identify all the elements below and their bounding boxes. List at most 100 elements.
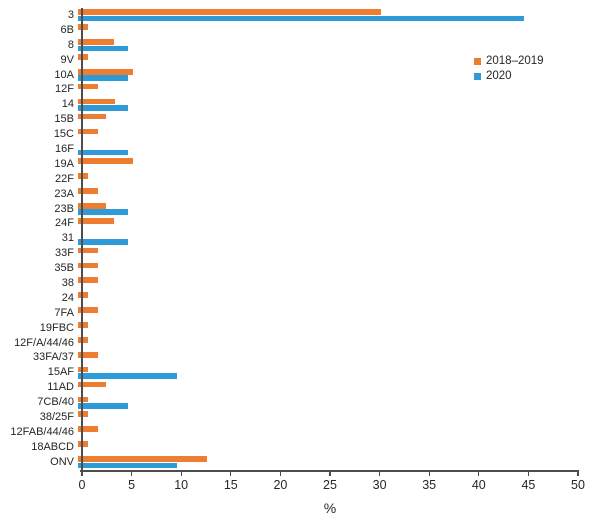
- bar-area: [78, 410, 600, 425]
- bar-area: [78, 321, 600, 336]
- bar-area: [78, 187, 600, 202]
- bar-area: [78, 127, 600, 142]
- bar-2018-2019: [78, 98, 115, 105]
- category-row: 12F/A/44/46: [0, 336, 600, 351]
- category-row: 12FAB/44/46: [0, 425, 600, 440]
- category-row: 33F: [0, 246, 600, 261]
- category-label: 33F: [55, 247, 74, 260]
- legend-label-2018-2019: 2018–2019: [486, 54, 544, 67]
- bar-pair: [78, 143, 600, 156]
- category-row: 23A: [0, 187, 600, 202]
- category-label: 15B: [54, 113, 74, 126]
- bar-pair: [78, 24, 600, 36]
- x-tick-label: 25: [323, 478, 337, 492]
- bar-pair: [78, 203, 600, 216]
- category-row: 24: [0, 291, 600, 306]
- bar-2018-2019: [78, 9, 381, 16]
- bar-2020: [78, 373, 178, 379]
- bar-2020: [78, 105, 128, 111]
- bar-2018-2019: [78, 54, 88, 60]
- x-tick-label: 35: [422, 478, 437, 492]
- bar-area: [78, 425, 600, 440]
- category-label: 18ABCD: [31, 440, 74, 453]
- category-row: 16F: [0, 142, 600, 157]
- bar-area: [78, 276, 600, 291]
- category-label: 23A: [54, 187, 74, 200]
- bar-area: [78, 231, 600, 246]
- category-label: 10A: [54, 68, 74, 81]
- bar-2018-2019: [78, 396, 88, 403]
- x-axis-line: [80, 470, 579, 472]
- bar-area: [78, 246, 600, 261]
- category-label: 19A: [54, 157, 74, 170]
- x-tick-mark: [81, 471, 83, 476]
- bar-pair: [78, 217, 600, 230]
- category-label: 16F: [55, 142, 74, 155]
- bar-area: [78, 216, 600, 231]
- category-label: 24F: [55, 217, 74, 230]
- bar-area: [78, 172, 600, 187]
- category-label: 12F: [55, 83, 74, 96]
- x-tick-label: 0: [78, 478, 86, 492]
- bar-2018-2019: [78, 322, 88, 328]
- bar-pair: [78, 456, 600, 469]
- category-label: 8: [67, 38, 74, 51]
- category-row: 24F: [0, 216, 600, 231]
- bar-pair: [78, 39, 600, 52]
- bar-2020: [78, 45, 128, 52]
- bar-area: [78, 380, 600, 395]
- bar-pair: [78, 233, 600, 245]
- bar-pair: [78, 69, 600, 81]
- category-row: 8: [0, 38, 600, 53]
- bar-area: [78, 261, 600, 276]
- bar-area: [78, 350, 600, 365]
- bar-area: [78, 38, 600, 53]
- bar-pair: [78, 366, 600, 379]
- x-tick-mark: [130, 471, 133, 476]
- category-row: 38/25F: [0, 410, 600, 425]
- bar-2018-2019: [78, 69, 133, 75]
- bar-pair: [78, 262, 600, 275]
- category-row: 31: [0, 231, 600, 246]
- category-row: 12F: [0, 82, 600, 97]
- x-tick-label: 5: [128, 478, 136, 492]
- bar-2018-2019: [78, 247, 98, 254]
- bar-2020: [78, 462, 178, 469]
- bar-pair: [78, 441, 600, 453]
- legend-item: 2018–2019: [474, 54, 544, 69]
- bar-area: [78, 291, 600, 306]
- bar-area: [78, 455, 600, 470]
- bar-2018-2019: [78, 188, 98, 194]
- category-row: 18ABCD: [0, 440, 600, 455]
- category-row: ONV: [0, 455, 600, 470]
- x-tick-mark: [329, 471, 331, 476]
- category-row: 35B: [0, 261, 600, 276]
- category-row: 3: [0, 8, 600, 23]
- bar-2018-2019: [78, 307, 98, 313]
- bar-2018-2019: [78, 113, 106, 120]
- category-row: 15B: [0, 112, 600, 127]
- bar-2020: [78, 15, 525, 22]
- category-row: 7FA: [0, 306, 600, 321]
- bar-2018-2019: [78, 262, 98, 269]
- x-tick-mark: [478, 471, 480, 476]
- category-label: 35B: [54, 262, 74, 275]
- bar-pair: [78, 188, 600, 200]
- bar-pair: [78, 277, 600, 289]
- category-row: 10A: [0, 68, 600, 83]
- bar-area: [78, 336, 600, 351]
- bar-2018-2019: [78, 411, 88, 418]
- legend-swatch-2020-icon: [474, 73, 481, 80]
- bar-2020: [78, 75, 128, 81]
- x-tick-mark: [527, 471, 530, 476]
- category-row: 38: [0, 276, 600, 291]
- category-label: 7CB/40: [37, 396, 74, 409]
- category-rows-container: 3 6B 8 9V 10A 12F 14 15B 15C 16F 19A 22F 23A 23B 24F 31…: [0, 8, 600, 470]
- bar-pair: [78, 98, 600, 111]
- bar-pair: [78, 307, 600, 319]
- bar-pair: [78, 322, 600, 334]
- bar-area: [78, 8, 600, 23]
- bar-pair: [78, 426, 600, 438]
- bar-area: [78, 82, 600, 97]
